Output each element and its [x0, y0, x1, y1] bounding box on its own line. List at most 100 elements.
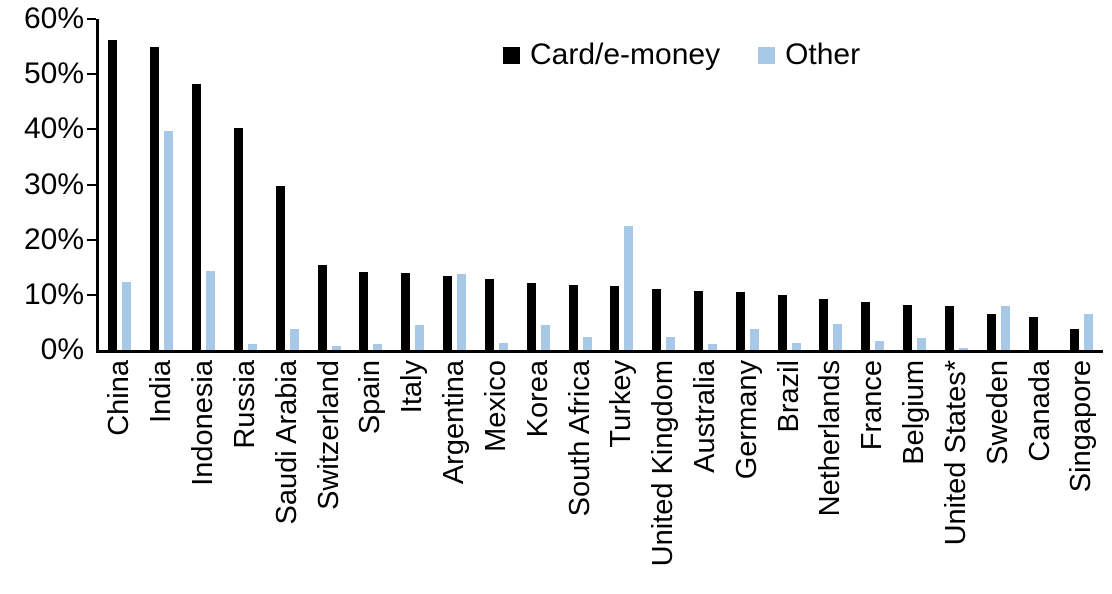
y-axis-tick-label: 60%	[23, 2, 84, 35]
bar-other-france	[875, 341, 885, 350]
bar-other-argentina	[457, 273, 467, 350]
y-axis-tick-label: 30%	[23, 167, 84, 201]
bar-other-italy	[415, 324, 425, 350]
x-axis-labels: China India Indonesia Russia Saudi Arabia Swi…	[99, 360, 1103, 590]
bar-other-korea	[540, 324, 550, 350]
x-axis-label-cell: Sweden	[977, 360, 1019, 590]
bar-card-e-money-indonesia	[192, 84, 202, 350]
x-axis-label-cell: Brazil	[768, 360, 810, 590]
bar-group	[894, 19, 936, 350]
x-axis-label-cell: United Kingdom	[643, 360, 685, 590]
bar-group	[1061, 19, 1103, 350]
bar-other-china	[122, 282, 132, 350]
bar-card-e-money-belgium	[903, 305, 913, 350]
x-axis-label-cell: Australia	[685, 360, 727, 590]
bar-card-e-money-saudi-arabia	[275, 185, 285, 350]
legend-marker-other	[758, 46, 776, 64]
y-axis-tick-label: 20%	[23, 222, 84, 256]
x-axis-label: Spain	[354, 360, 387, 435]
bar-group	[685, 19, 727, 350]
bar-group	[517, 19, 559, 350]
bar-group	[266, 19, 308, 350]
bar-other-south-africa	[582, 336, 592, 350]
bar-group	[141, 19, 183, 350]
bar-group	[392, 19, 434, 350]
x-axis-label: Saudi Arabia	[270, 360, 303, 525]
bar-group	[852, 19, 894, 350]
x-axis-label: France	[856, 360, 889, 451]
bar-other-australia	[708, 343, 717, 350]
bar-group	[308, 19, 350, 350]
y-axis-tick-label: 10%	[23, 277, 84, 311]
x-axis-label-cell: India	[141, 360, 183, 590]
x-axis-label: Indonesia	[187, 360, 220, 486]
bar-group	[768, 19, 810, 350]
legend-label: Card/e-money	[530, 38, 721, 71]
bar-group	[1019, 19, 1061, 350]
bar-card-e-money-sweden	[986, 314, 996, 350]
bar-other-spain	[373, 344, 383, 350]
bar-card-e-money-india	[150, 46, 160, 350]
x-axis-label-cell: Italy	[392, 360, 434, 590]
x-axis-label: Korea	[521, 360, 554, 438]
x-axis-label-cell: Canada	[1019, 360, 1061, 590]
x-axis-label: South Africa	[563, 360, 596, 517]
bar-group	[434, 19, 476, 350]
y-axis-tick	[87, 183, 96, 186]
legend-label: Other	[785, 38, 861, 71]
bar-card-e-money-netherlands	[819, 299, 829, 350]
bar-other-belgium	[917, 338, 927, 350]
y-axis-tick	[87, 73, 96, 76]
bar-card-e-money-spain	[359, 271, 369, 350]
bar-card-e-money-russia	[233, 127, 243, 350]
bar-group	[350, 19, 392, 350]
x-axis-label-cell: Spain	[350, 360, 392, 590]
bar-card-e-money-brazil	[777, 295, 787, 350]
bar-other-switzerland	[331, 346, 341, 350]
x-axis-label: United States*	[939, 360, 972, 546]
x-axis-label: Italy	[396, 360, 429, 414]
x-axis-label: Argentina	[438, 360, 471, 485]
bar-group	[99, 19, 141, 350]
y-axis-tick-label: 40%	[23, 112, 84, 146]
x-axis-label-cell: Germany	[726, 360, 768, 590]
x-axis-label: Australia	[689, 360, 721, 473]
bar-group	[183, 19, 225, 350]
bar-card-e-money-united-states-	[944, 306, 954, 350]
bar-other-mexico	[498, 342, 508, 350]
x-axis-label: Switzerland	[312, 360, 345, 510]
plot-area	[87, 18, 1103, 353]
bar-other-turkey	[624, 225, 634, 350]
bar-group	[726, 19, 768, 350]
bar-group	[977, 19, 1019, 350]
bar-other-singapore	[1084, 313, 1094, 350]
bar-card-e-money-switzerland	[317, 264, 327, 350]
x-axis-label-cell: South Africa	[559, 360, 601, 590]
x-axis-label-cell: Indonesia	[183, 360, 225, 590]
x-axis-label-cell: Korea	[517, 360, 559, 590]
bar-other-india	[164, 131, 174, 350]
x-axis-label-cell: Russia	[224, 360, 266, 590]
bar-group	[475, 19, 517, 350]
bar-card-e-money-china	[108, 39, 118, 350]
y-axis-tick	[87, 238, 96, 241]
x-axis-label: Netherlands	[814, 360, 847, 517]
bar-other-russia	[247, 344, 257, 350]
x-axis-label: Russia	[228, 360, 261, 449]
bar-card-e-money-mexico	[484, 278, 494, 350]
bar-card-e-money-argentina	[443, 276, 453, 350]
bar-group	[224, 19, 266, 350]
y-axis-tick	[87, 293, 96, 296]
chart-legend: Card/e-money Other	[503, 40, 860, 70]
y-axis-tick	[87, 128, 96, 131]
bar-card-e-money-australia	[694, 290, 703, 350]
bar-other-sweden	[1000, 305, 1010, 350]
x-axis-label-cell: France	[852, 360, 894, 590]
x-axis-label: Singapore	[1065, 360, 1098, 493]
bar-card-e-money-united-kingdom	[652, 289, 662, 350]
bar-other-united-states-	[958, 348, 968, 350]
bar-group	[559, 19, 601, 350]
x-axis-label-cell: Belgium	[894, 360, 936, 590]
bar-group	[601, 19, 643, 350]
